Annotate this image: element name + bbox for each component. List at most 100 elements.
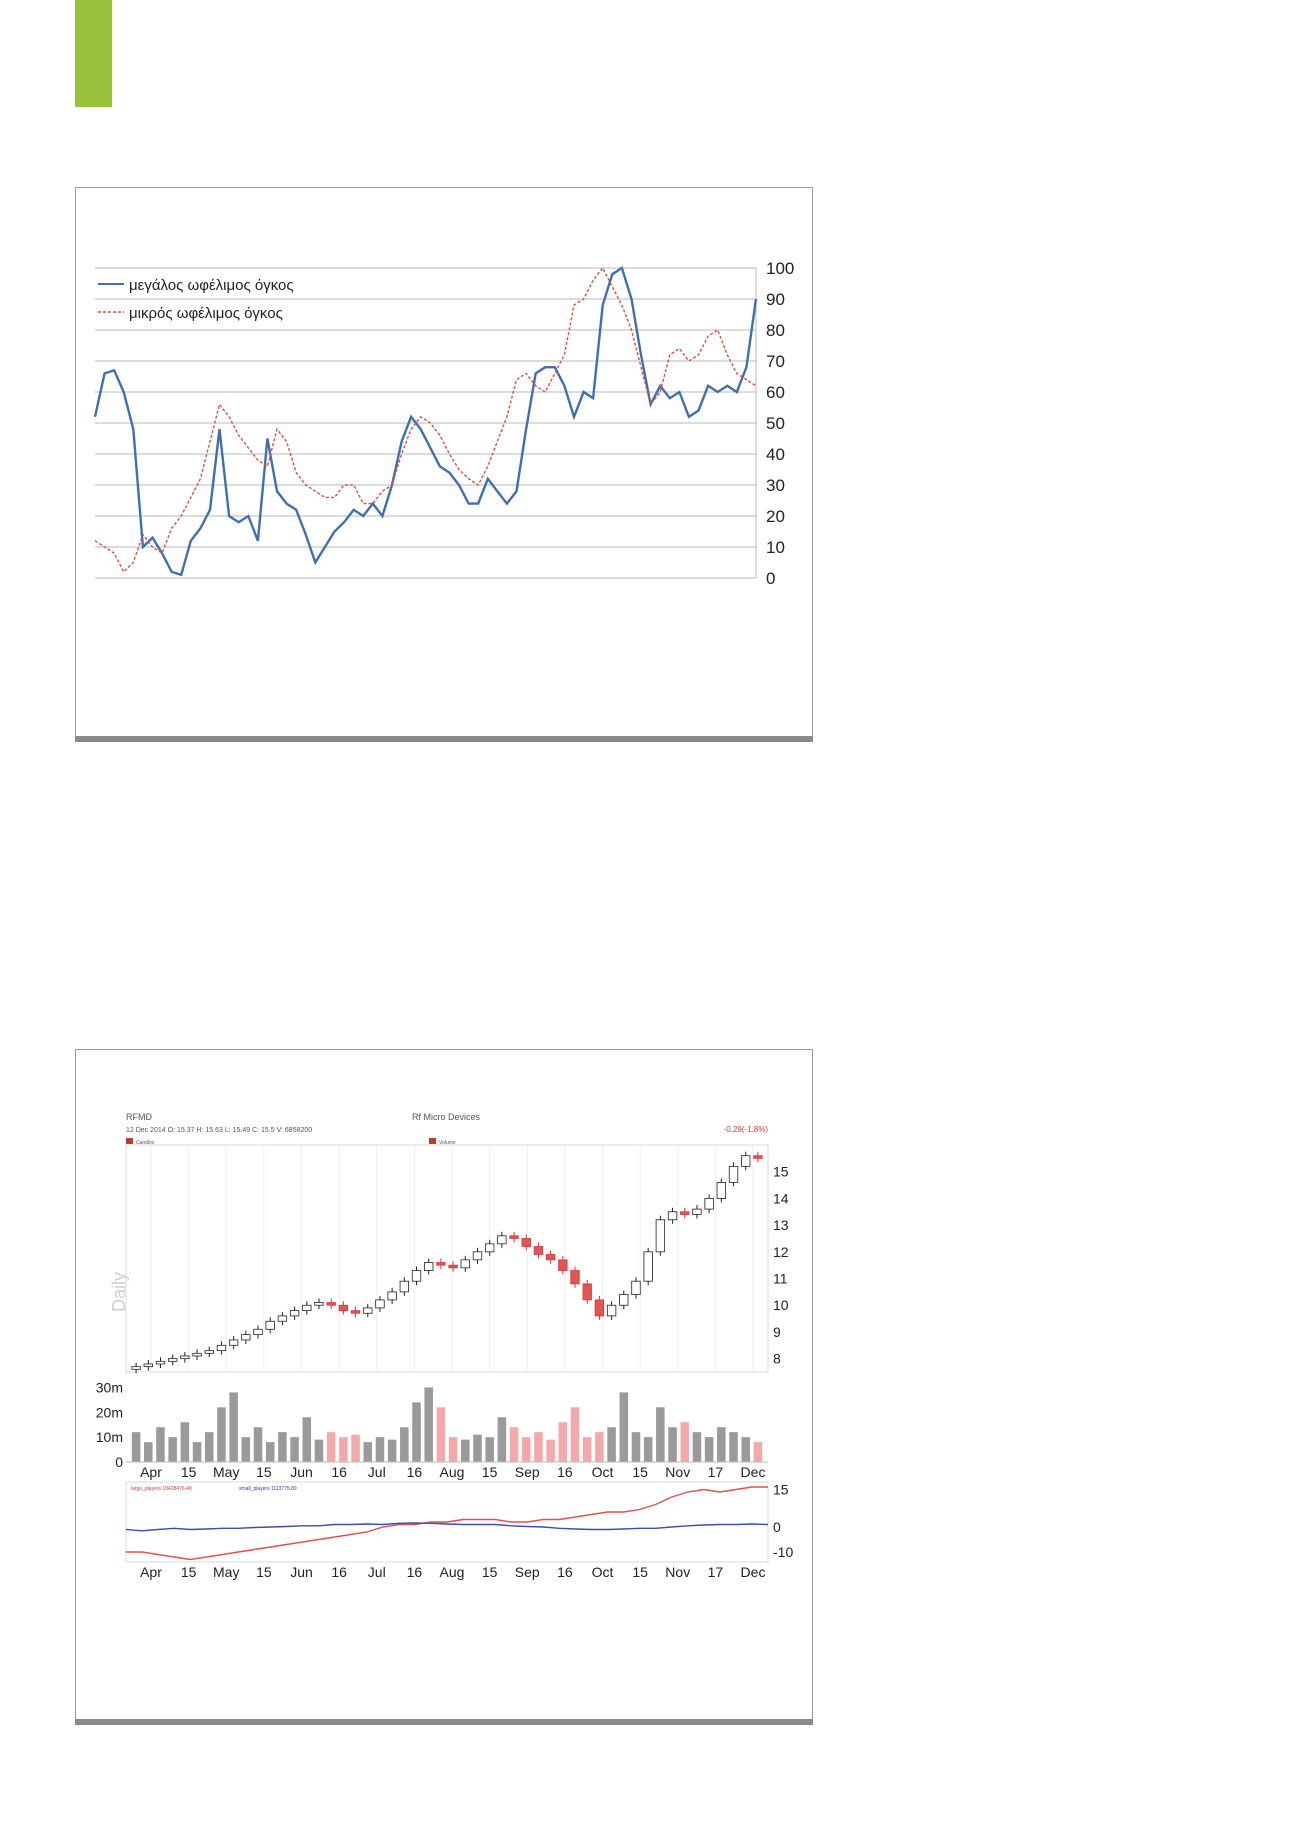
x-tick-label: 16 <box>557 1564 573 1580</box>
x-tick-label: 16 <box>407 1564 423 1580</box>
volume-bar <box>546 1439 555 1462</box>
volume-bar <box>497 1417 507 1462</box>
x-tick-label: Oct <box>592 1564 614 1580</box>
change-label: -0.29(-1.8%) <box>724 1125 769 1134</box>
candle-body <box>143 1363 153 1368</box>
volume-tick-label: 10m <box>96 1429 123 1445</box>
y-tick-label: 70 <box>766 352 785 371</box>
x-tick-label: May <box>213 1564 239 1580</box>
ohlc-info: 12 Dec 2014 O: 15.37 H: 15.63 L: 15.49 C… <box>126 1127 312 1134</box>
x-tick-label: 16 <box>557 1464 573 1480</box>
volume-bar <box>656 1407 665 1462</box>
candle-body <box>753 1155 763 1159</box>
candle-body <box>192 1352 202 1357</box>
x-tick-label: 15 <box>181 1464 197 1480</box>
volume-bar <box>412 1402 421 1462</box>
volume-bar <box>473 1434 482 1462</box>
y-tick-label: 60 <box>766 383 785 402</box>
volume-bar <box>241 1437 251 1462</box>
candle-body <box>411 1270 422 1282</box>
candle-body <box>521 1238 531 1247</box>
section-color-tab <box>75 0 112 107</box>
indicator-line <box>126 1486 768 1561</box>
x-tick-label: Sep <box>515 1464 540 1480</box>
candle-body <box>302 1304 312 1311</box>
volume-bar <box>265 1442 275 1462</box>
candle-body <box>448 1264 458 1269</box>
candle-body <box>716 1181 726 1199</box>
volume-bar <box>302 1417 312 1462</box>
x-tick-label: Jun <box>290 1464 313 1480</box>
x-tick-label: Oct <box>592 1464 614 1480</box>
candle-body <box>168 1358 178 1362</box>
candle-body <box>680 1211 690 1215</box>
volume-bar <box>290 1437 299 1462</box>
candle-body <box>485 1243 495 1253</box>
figure-shadow-1 <box>75 736 813 742</box>
candle-body <box>131 1366 141 1370</box>
x-tick-label: 15 <box>256 1564 272 1580</box>
volume-bar <box>558 1422 568 1462</box>
x-tick-label: 16 <box>407 1464 423 1480</box>
period-label: Daily <box>109 1272 129 1312</box>
volume-bar <box>424 1387 433 1462</box>
x-tick-label: 15 <box>632 1564 648 1580</box>
y-tick-label: 90 <box>766 290 785 309</box>
y-tick-label: 100 <box>766 259 794 278</box>
price-tick-label: 12 <box>773 1244 789 1260</box>
volume-bar <box>509 1427 519 1462</box>
volume-bar <box>387 1439 397 1462</box>
candle-body <box>216 1344 227 1352</box>
price-tick-label: 10 <box>773 1297 789 1313</box>
volume-bar <box>643 1437 653 1462</box>
volume-tick-label: 0 <box>115 1454 123 1470</box>
candle-body <box>692 1208 702 1215</box>
x-tick-label: Nov <box>665 1464 690 1480</box>
volume-bar <box>729 1432 738 1462</box>
volume-bar <box>717 1427 726 1462</box>
volume-bar <box>168 1437 177 1462</box>
x-tick-label: Dec <box>741 1564 766 1580</box>
x-tick-label: 15 <box>256 1464 272 1480</box>
volume-bar <box>704 1437 714 1462</box>
legend-label: μικρός ωφέλιμος όγκος <box>129 305 283 322</box>
candle-body <box>704 1198 714 1210</box>
volume-bar <box>229 1392 238 1462</box>
y-tick-label: 80 <box>766 321 785 340</box>
volume-bar <box>204 1432 214 1462</box>
candle-body <box>204 1350 214 1354</box>
candle-body <box>497 1235 507 1245</box>
price-tick-label: 15 <box>773 1164 789 1180</box>
candle-body <box>741 1155 751 1167</box>
volume-tick-label: 30m <box>96 1379 123 1395</box>
x-tick-label: Jun <box>290 1564 313 1580</box>
volume-bar <box>692 1432 702 1462</box>
chart-title: Rf Micro Devices <box>412 1112 481 1122</box>
volume-bar <box>595 1432 604 1462</box>
candle-body <box>619 1294 629 1306</box>
candle-body <box>655 1219 666 1253</box>
volume-bar <box>326 1432 336 1462</box>
volume-bar <box>619 1392 629 1462</box>
volume-bar <box>375 1437 385 1462</box>
candle-body <box>606 1304 617 1317</box>
candle-body <box>399 1280 409 1293</box>
indicator-line <box>125 1522 769 1532</box>
candle-body <box>728 1165 739 1183</box>
x-tick-label: Sep <box>515 1564 540 1580</box>
small-players-legend: small_players 1113775.89 <box>239 1486 297 1492</box>
x-tick-label: Aug <box>440 1464 465 1480</box>
volume-bar <box>753 1442 763 1462</box>
candlestick-chart-rfmd: RFMD Rf Micro Devices 12 Dec 2014 O: 15.37… <box>96 1112 794 1580</box>
x-tick-label: 17 <box>708 1464 724 1480</box>
price-panel <box>125 1144 769 1373</box>
volume-bar <box>192 1442 202 1462</box>
x-tick-label: 16 <box>331 1564 347 1580</box>
x-tick-label: 15 <box>482 1564 498 1580</box>
x-tick-label: Jul <box>368 1464 386 1480</box>
volume-bar <box>607 1427 616 1462</box>
candle-body <box>363 1307 373 1314</box>
price-tick-label: 9 <box>773 1324 781 1340</box>
volume-bar <box>680 1422 690 1462</box>
x-tick-label: Aug <box>440 1564 465 1580</box>
